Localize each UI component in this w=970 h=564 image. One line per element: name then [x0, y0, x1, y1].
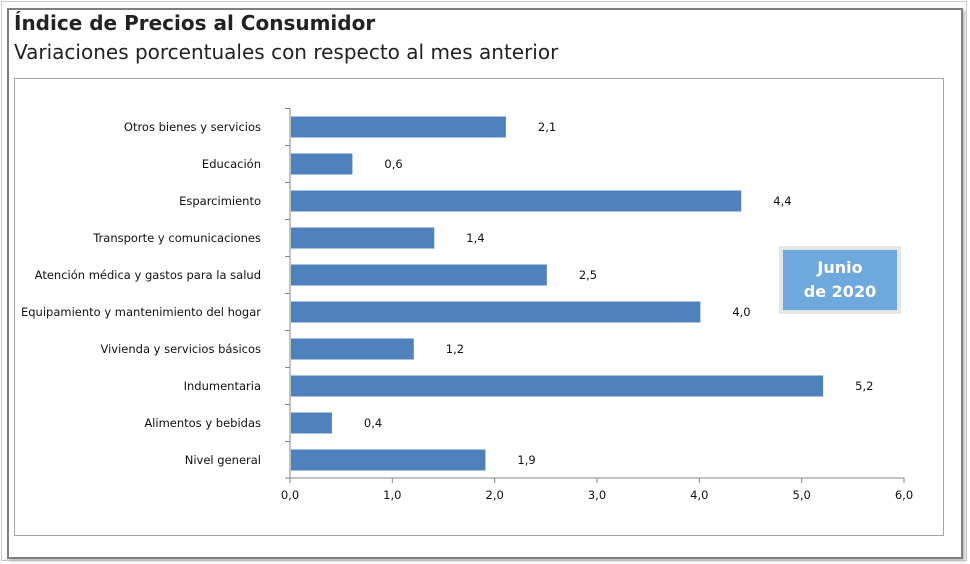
plot-area — [14, 78, 944, 536]
data-label: 0,4 — [364, 416, 382, 430]
category-label: Vivienda y servicios básicos — [100, 342, 261, 356]
badge-year: de 2020 — [803, 282, 877, 301]
bar — [291, 264, 547, 286]
category-label: Esparcimiento — [179, 194, 261, 208]
data-label: 1,9 — [517, 453, 535, 467]
bar — [291, 301, 701, 323]
data-label: 5,2 — [855, 379, 873, 393]
data-label: 1,4 — [466, 231, 484, 245]
category-label: Otros bienes y servicios — [124, 120, 261, 134]
category-label: Indumentaria — [184, 379, 261, 393]
category-label: Nivel general — [185, 453, 261, 467]
chart-subtitle: Variaciones porcentuales con respecto al… — [14, 40, 559, 64]
date-badge: Junio de 2020 — [779, 246, 901, 314]
data-label: 4,4 — [773, 194, 791, 208]
bar — [291, 449, 486, 471]
x-tick-label: 5,0 — [793, 488, 811, 502]
category-label: Alimentos y bebidas — [144, 416, 261, 430]
x-tick-label: 2,0 — [486, 488, 504, 502]
bar — [291, 227, 435, 249]
x-tick-label: 3,0 — [588, 488, 606, 502]
data-label: 4,0 — [732, 305, 750, 319]
bar — [291, 412, 332, 434]
bar — [291, 190, 742, 212]
date-badge-text: Junio de 2020 — [783, 250, 897, 310]
category-label: Atención médica y gastos para la salud — [35, 268, 261, 282]
data-label: 0,6 — [384, 157, 402, 171]
data-label: 1,2 — [446, 342, 464, 356]
bar — [291, 153, 353, 175]
x-tick-label: 0,0 — [281, 488, 299, 502]
bar — [291, 116, 506, 138]
data-label: 2,5 — [579, 268, 597, 282]
category-label: Equipamiento y mantenimiento del hogar — [21, 305, 261, 319]
category-label: Educación — [202, 157, 261, 171]
x-tick-label: 6,0 — [895, 488, 913, 502]
category-label: Transporte y comunicaciones — [92, 231, 261, 245]
chart-frame — [7, 8, 963, 559]
x-tick-label: 4,0 — [690, 488, 708, 502]
data-label: 2,1 — [538, 120, 556, 134]
x-tick-label: 1,0 — [383, 488, 401, 502]
bar — [291, 375, 824, 397]
badge-month: Junio — [817, 258, 863, 277]
bar — [291, 338, 414, 360]
chart-title: Índice de Precios al Consumidor — [14, 11, 376, 35]
